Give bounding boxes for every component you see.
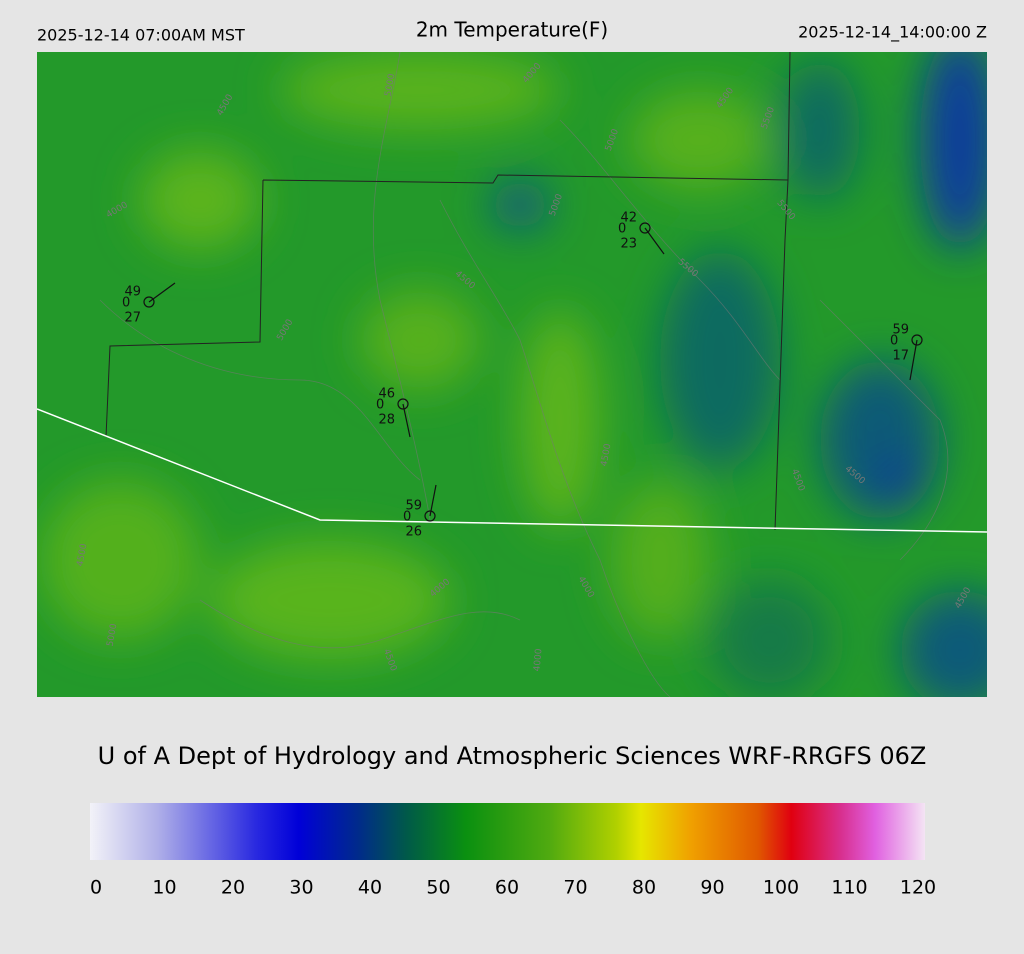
colorbar-tick-label: 80 bbox=[632, 877, 656, 899]
colorbar-tick-label: 120 bbox=[900, 877, 936, 899]
station-temperature: 42 bbox=[620, 211, 637, 226]
station-center: 0 bbox=[618, 222, 626, 237]
colorbar-tick-label: 110 bbox=[831, 877, 867, 899]
colorbar-ticks: 0 10 20 30 40 50 60 70 80 90 100 110 120 bbox=[90, 877, 936, 899]
station-circle bbox=[143, 296, 155, 308]
station-dewpoint: 26 bbox=[405, 525, 422, 540]
map-title: 2m Temperature(F) bbox=[416, 18, 608, 42]
contour-label: 4500 bbox=[76, 543, 90, 568]
colorbar-tick-label: 90 bbox=[700, 877, 724, 899]
station-dewpoint: 27 bbox=[124, 311, 141, 326]
station-circle bbox=[639, 222, 651, 234]
contour-label: 4500 bbox=[600, 443, 614, 468]
colorbar-tick-label: 50 bbox=[426, 877, 450, 899]
temperature-field bbox=[40, 52, 987, 697]
county-border bbox=[105, 52, 791, 531]
state-border bbox=[37, 408, 987, 533]
colorbar-tick-label: 100 bbox=[763, 877, 799, 899]
wind-barb bbox=[644, 227, 665, 255]
colorbar-tick-label: 20 bbox=[221, 877, 245, 899]
station-circle bbox=[397, 398, 409, 410]
colorbar-tick-label: 40 bbox=[358, 877, 382, 899]
station-center: 0 bbox=[890, 334, 898, 349]
contour-label: 5000 bbox=[384, 73, 398, 98]
colorbar bbox=[90, 803, 925, 860]
station-temperature: 59 bbox=[892, 323, 909, 338]
colorbar-tick-label: 60 bbox=[495, 877, 519, 899]
station-center: 0 bbox=[376, 398, 384, 413]
wind-barb bbox=[402, 403, 411, 438]
station-circle bbox=[911, 334, 923, 346]
station-dewpoint: 17 bbox=[892, 349, 909, 364]
colorbar-tick-label: 30 bbox=[289, 877, 313, 899]
wind-barb bbox=[429, 484, 437, 517]
station-temperature: 49 bbox=[124, 285, 141, 300]
contour-label: 5000 bbox=[106, 623, 120, 648]
contour-label: 4000 bbox=[533, 648, 545, 672]
station-temperature: 59 bbox=[405, 499, 422, 514]
station-dewpoint: 28 bbox=[378, 413, 395, 428]
station-center: 0 bbox=[403, 510, 411, 525]
station-temperature: 46 bbox=[378, 387, 395, 402]
station-center: 0 bbox=[122, 296, 130, 311]
colorbar-tick-label: 0 bbox=[90, 877, 102, 899]
station-dewpoint: 23 bbox=[620, 237, 637, 252]
contours bbox=[99, 52, 949, 697]
colorbar-tick-label: 10 bbox=[152, 877, 176, 899]
station-circle bbox=[424, 510, 436, 522]
colorbar-tick-label: 70 bbox=[563, 877, 587, 899]
wind-barb bbox=[909, 339, 918, 381]
credit: U of A Dept of Hydrology and Atmospheric… bbox=[98, 742, 927, 770]
wind-barb bbox=[148, 282, 176, 303]
valid-local: 2025-12-14 07:00AM MST bbox=[37, 26, 245, 45]
valid-utc: 2025-12-14_14:00:00 Z bbox=[798, 23, 987, 43]
